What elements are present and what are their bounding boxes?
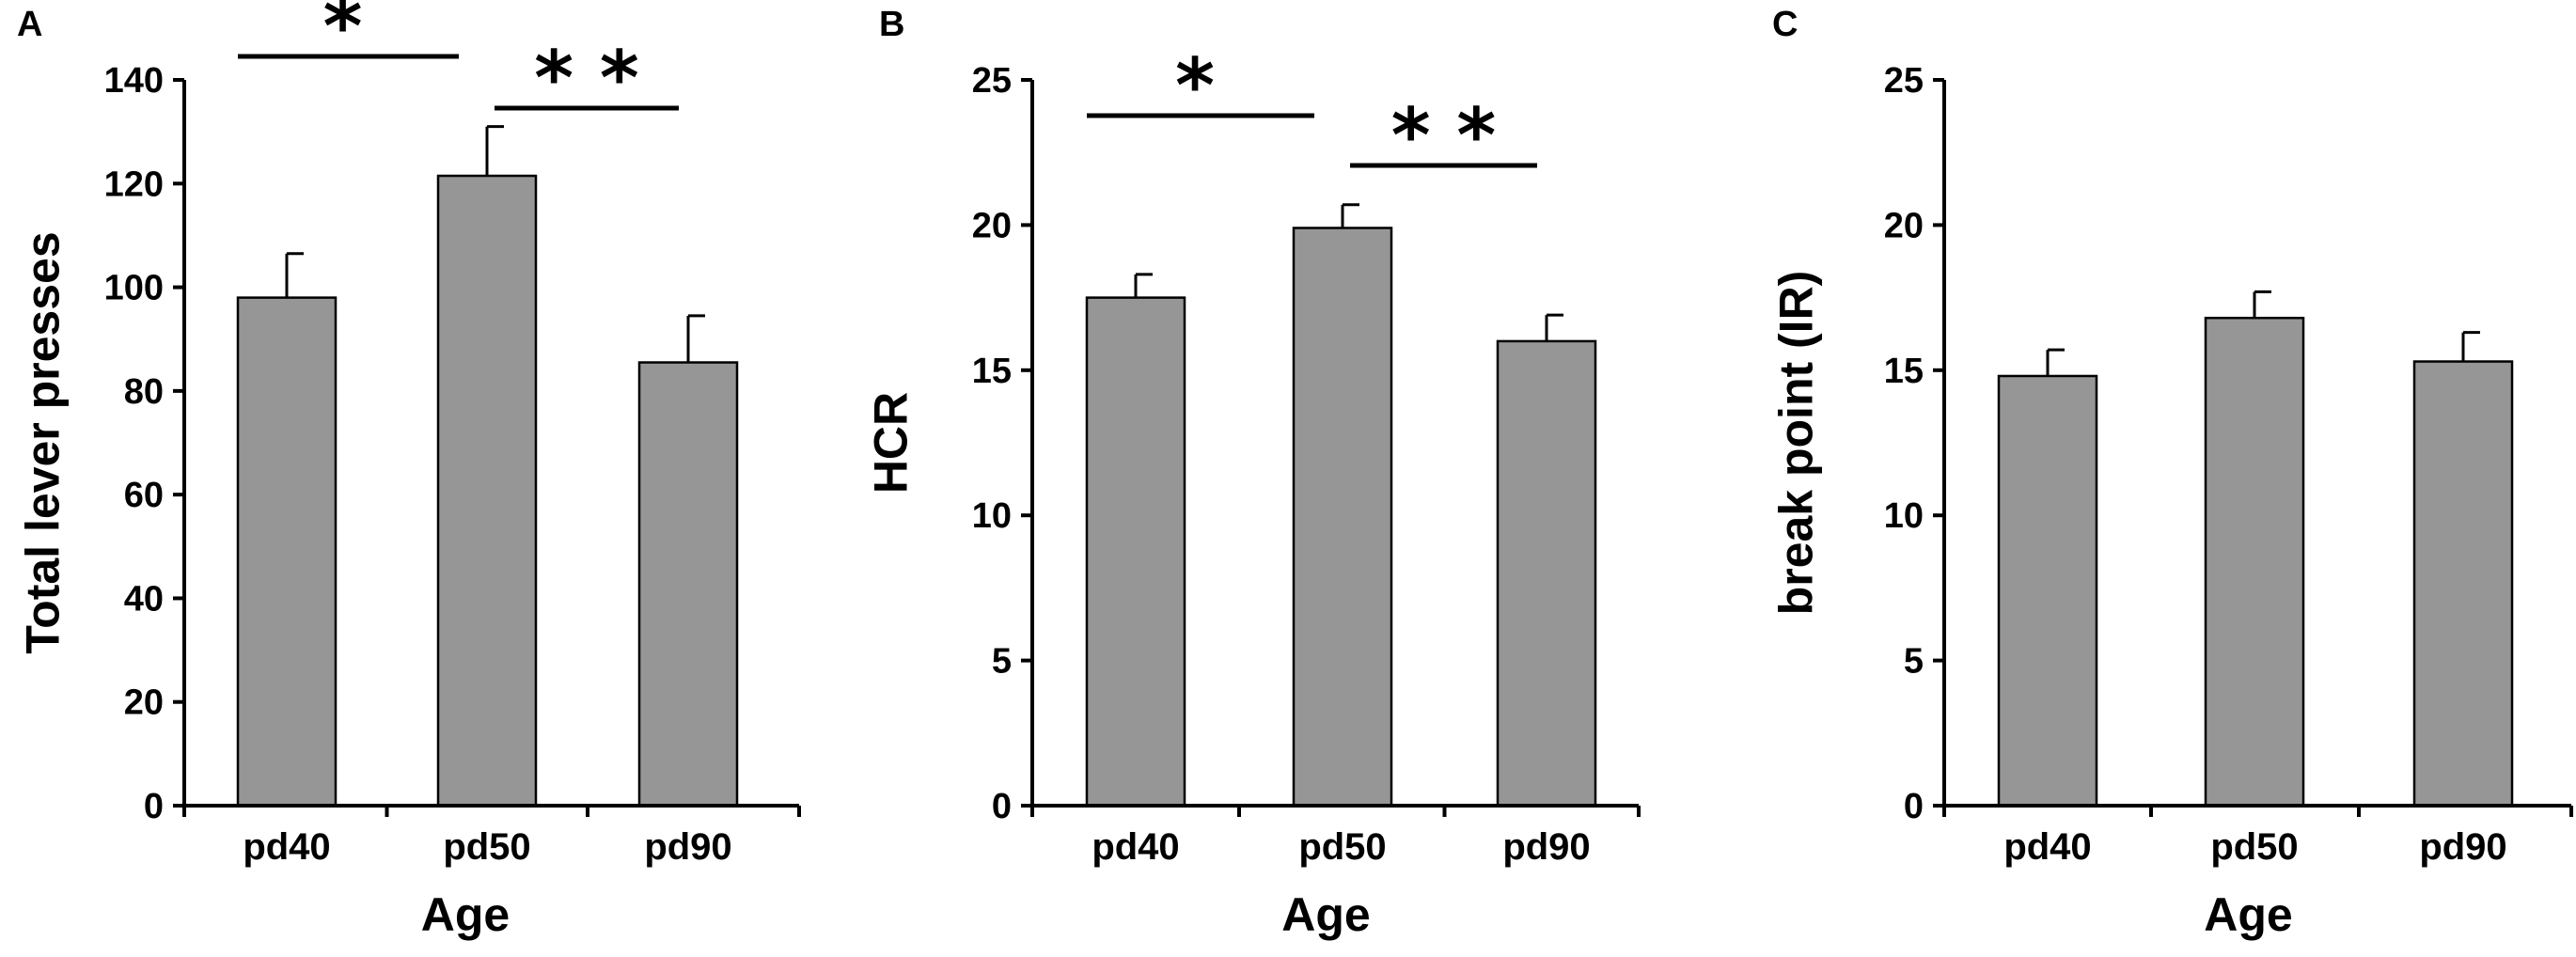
panel-a-x-tick-label: pd50: [443, 826, 530, 868]
panel-a-bar-pd40: [236, 296, 338, 808]
panel-c-x-tick-label: pd90: [2419, 826, 2506, 868]
panel-a-y-tick-label: 80: [124, 372, 164, 412]
panel-a-label: A: [17, 5, 42, 44]
panel-a-bar-pd50: [436, 174, 538, 808]
panel-b-x-axis-title: Age: [1281, 888, 1370, 941]
panel-a-y-tick-label: 140: [104, 61, 164, 101]
panel-c-y-axis-title: break point (IR): [1770, 271, 1823, 616]
panel-c-bar-pd90: [2412, 360, 2514, 808]
panel-a-significance-label: *: [323, 0, 363, 71]
panel-c-bar-pd40: [1997, 374, 2098, 808]
panel-b-y-axis-title: HCR: [865, 392, 918, 494]
panel-b-x-tick-label: pd50: [1298, 826, 1386, 868]
panel-c-bar-pd50: [2204, 316, 2305, 808]
panel-c-y-tick-label: 20: [1884, 206, 1924, 245]
panel-b-y-tick-label: 5: [992, 642, 1012, 682]
panel-a-y-tick-label: 0: [144, 787, 164, 826]
panel-c-y-tick-label: 25: [1884, 61, 1924, 101]
panel-a-x-axis-title: Age: [421, 888, 510, 941]
panel-b-y-tick-label: 25: [972, 61, 1012, 101]
panel-b-y-tick-label: 10: [972, 496, 1012, 536]
panel-a-x-tick-label: pd40: [243, 826, 330, 868]
panel-c-label: C: [1772, 5, 1798, 44]
panel-a-x-tick-label: pd90: [644, 826, 731, 868]
panel-a-y-tick-label: 40: [124, 579, 164, 619]
panel-a-y-axis-title: Total lever presses: [17, 231, 70, 653]
panel-b-significance-label: *: [1175, 42, 1215, 130]
panel-c-y-tick-label: 0: [1904, 787, 1924, 826]
panel-c-y-tick-label: 15: [1884, 352, 1924, 391]
panel-b-y-tick-label: 15: [972, 352, 1012, 391]
panel-a-y-tick-label: 100: [104, 269, 164, 308]
panel-a-y-tick-label: 60: [124, 476, 164, 515]
panel-a-y-tick-label: 120: [104, 165, 164, 204]
panel-b-y-tick-label: 0: [992, 787, 1012, 826]
panel-b-bar-pd90: [1496, 339, 1597, 808]
panel-a-significance-label: * *: [534, 35, 639, 122]
panel-b-significance-label: * *: [1391, 92, 1497, 180]
panel-b-x-tick-label: pd40: [1092, 826, 1179, 868]
panel-c-x-tick-label: pd40: [2003, 826, 2091, 868]
panel-c-x-axis-title: Age: [2204, 888, 2292, 941]
panel-b-y-tick-label: 20: [972, 206, 1012, 245]
panel-b-label: B: [879, 5, 904, 44]
panel-b-bar-pd40: [1085, 296, 1186, 808]
panel-b-bar-pd50: [1292, 227, 1393, 808]
panel-b-x-tick-label: pd90: [1502, 826, 1590, 868]
panel-c-x-tick-label: pd50: [2210, 826, 2298, 868]
panel-a-bar-pd90: [637, 361, 739, 808]
panel-a-y-tick-label: 20: [124, 683, 164, 723]
panel-c-y-tick-label: 5: [1904, 642, 1924, 682]
panel-c-y-tick-label: 10: [1884, 496, 1924, 536]
